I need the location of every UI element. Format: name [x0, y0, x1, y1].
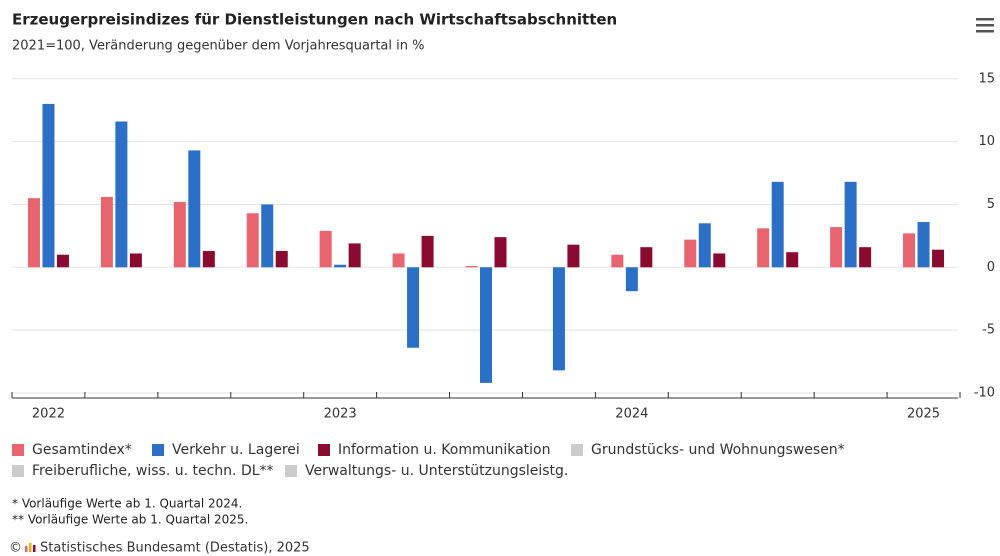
y-tick-label: 5 [987, 197, 995, 212]
x-tick-label: 2022 [32, 407, 65, 422]
y-tick-label: 0 [987, 260, 995, 275]
bar [932, 249, 945, 268]
bar [859, 247, 872, 268]
bar [421, 235, 434, 268]
legend-label: Gesamtindex* [32, 442, 132, 458]
chart-subtitle: 2021=100, Veränderung gegenüber dem Vorj… [12, 39, 424, 54]
legend-item[interactable]: Information u. Kommunikation [318, 442, 550, 458]
menu-bar [976, 24, 994, 27]
bar [188, 150, 201, 268]
bar [917, 222, 930, 268]
y-tick-label: -5 [982, 323, 995, 338]
x-tick-label: 2024 [615, 407, 648, 422]
menu-bar [976, 18, 994, 21]
bar [698, 223, 711, 268]
bar [684, 239, 697, 268]
legend-item[interactable]: Grundstücks- und Wohnungswesen* [571, 442, 845, 458]
bar [56, 254, 69, 268]
bar [246, 213, 259, 268]
bar [830, 227, 843, 268]
bar [713, 253, 726, 268]
bar [567, 244, 580, 268]
legend-item[interactable]: Freiberufliche, wiss. u. techn. DL** [12, 463, 274, 479]
legend-item[interactable]: Gesamtindex* [12, 442, 132, 458]
legend-item[interactable]: Verkehr u. Lagerei [152, 442, 300, 458]
legend-swatch [152, 444, 164, 456]
bar [42, 103, 55, 268]
bar [465, 266, 478, 268]
bar [611, 254, 624, 268]
legend-label: Verwaltungs- u. Unterstützungsleistg. [305, 463, 568, 479]
y-tick-label: 15 [978, 71, 995, 86]
bar [261, 204, 274, 268]
x-tick-label: 2023 [324, 407, 357, 422]
legend-swatch [318, 444, 330, 456]
chart-title: Erzeugerpreisindizes für Dienstleistunge… [12, 11, 617, 29]
bar [407, 267, 420, 348]
bar [100, 196, 113, 268]
legend-swatch [12, 465, 24, 477]
y-tick-label: -10 [974, 385, 995, 400]
menu-bar [976, 30, 994, 33]
bar [392, 253, 405, 268]
bar [202, 250, 215, 268]
note: ** Vorläufige Werte ab 1. Quartal 2025. [12, 513, 248, 527]
bar [319, 230, 332, 268]
legend-swatch [571, 444, 583, 456]
bar [844, 181, 857, 268]
copyright: © [9, 541, 22, 556]
legend-item[interactable]: Verwaltungs- u. Unterstützungsleistg. [285, 463, 568, 479]
logo [25, 543, 36, 552]
bar [348, 243, 361, 268]
source: Statistisches Bundesamt (Destatis), 2025 [40, 541, 310, 556]
bar [129, 253, 142, 268]
bar [625, 267, 638, 292]
bar [786, 252, 799, 268]
legend-label: Freiberufliche, wiss. u. techn. DL** [32, 463, 274, 479]
bar [552, 267, 565, 371]
y-tick-label: 10 [978, 134, 995, 149]
bar [173, 201, 186, 268]
x-tick-label: 2025 [907, 407, 940, 422]
bar [494, 237, 507, 268]
note: * Vorläufige Werte ab 1. Quartal 2024. [12, 497, 242, 511]
legend-swatch [285, 465, 297, 477]
legend-label: Verkehr u. Lagerei [172, 442, 300, 458]
bar [480, 267, 492, 383]
bar [903, 233, 916, 268]
bar [757, 228, 770, 268]
bar [27, 198, 40, 268]
bar [115, 121, 128, 268]
bar [334, 264, 347, 268]
legend-label: Information u. Kommunikation [338, 442, 550, 458]
legend-swatch [12, 444, 24, 456]
bar [640, 247, 653, 268]
bar [275, 250, 288, 268]
legend-label: Grundstücks- und Wohnungswesen* [591, 442, 845, 458]
bar [771, 181, 784, 268]
menu-icon[interactable] [976, 18, 994, 33]
